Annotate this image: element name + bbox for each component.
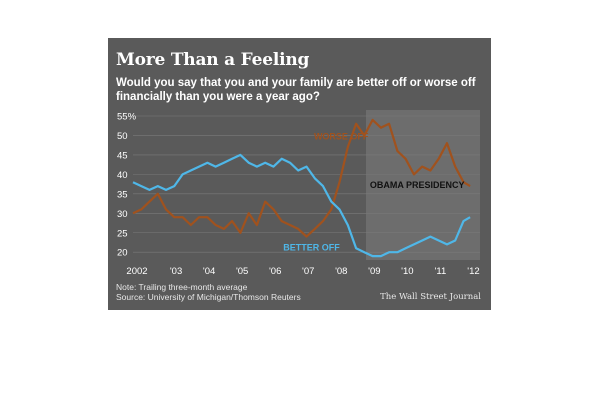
x-tick-label: '05 [236, 266, 248, 277]
y-tick-label: 50 [117, 131, 128, 142]
better-off-line [132, 153, 471, 258]
y-tick-label: 45 [117, 150, 128, 161]
x-tick-label: '10 [401, 266, 413, 277]
chart-subtitle: Would you say that you and your family a… [116, 77, 476, 103]
annotation-label: OBAMA PRESIDENCY [370, 180, 465, 190]
chart-credit: The Wall Street Journal [380, 292, 481, 302]
presidency-band [365, 110, 480, 260]
x-tick-label: '06 [269, 266, 281, 277]
y-tick-label: 20 [117, 248, 128, 259]
y-tick-label: 35 [117, 189, 128, 200]
x-tick-label: '07 [302, 266, 314, 277]
chart-note: Note: Trailing three-month average [116, 282, 248, 292]
y-tick-label: 40 [117, 170, 128, 181]
x-tick-label: '08 [335, 266, 347, 277]
chart-title: More Than a Feeling [116, 50, 310, 70]
x-tick-label: '03 [170, 266, 182, 277]
x-tick-label: '04 [203, 266, 215, 277]
annotation-label: BETTER OFF [283, 242, 340, 252]
x-tick-label: '11 [435, 266, 447, 277]
x-tick-label: '12 [467, 266, 479, 277]
annotation-label: WORSE OFF [314, 131, 369, 141]
y-tick-label: 25 [117, 228, 128, 239]
chart-source: Source: University of Michigan/Thomson R… [116, 292, 301, 302]
y-tick-label: 30 [117, 209, 128, 220]
chart-svg: 55% 50 45 40 35 30 25 20 2002 '03 '04 '05 '06 '07 '08 '… [117, 110, 480, 277]
y-tick-label: 55% [117, 112, 137, 123]
x-tick-label: 2002 [126, 266, 147, 277]
x-tick-label: '09 [368, 266, 380, 277]
chart-panel: 55% 50 45 40 35 30 25 20 2002 '03 '04 '05 '06 '07 '08 '… [108, 38, 491, 310]
worse-off-line [132, 118, 471, 238]
